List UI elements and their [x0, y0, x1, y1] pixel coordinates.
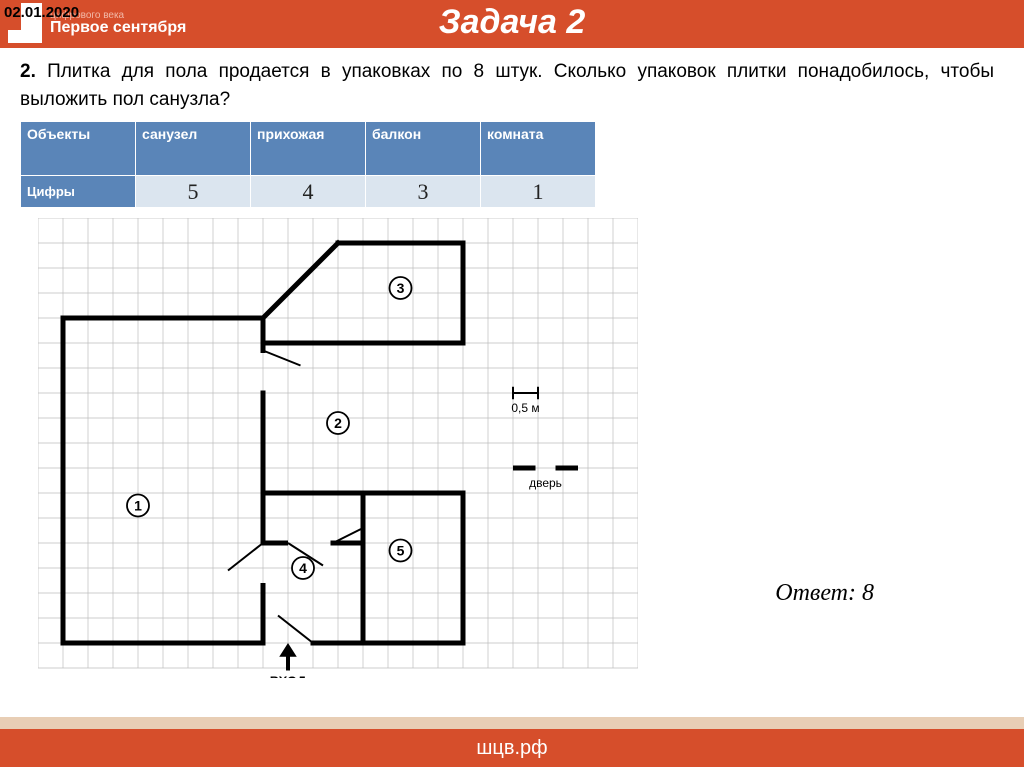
answer-label: Ответ:: [775, 580, 856, 606]
floorplan: 1 2 3 4 5 0,5 м дверь ВХОД: [38, 218, 1004, 678]
svg-text:5: 5: [397, 543, 405, 559]
date-stamp: 02.01.2020: [4, 4, 79, 21]
footer-accent: [0, 717, 1024, 729]
question-body: Плитка для пола продается в упаковках по…: [20, 61, 994, 110]
svg-text:3: 3: [397, 280, 405, 296]
table-cell: 4: [251, 176, 366, 208]
question-text: 2. Плитка для пола продается в упаковках…: [20, 58, 1004, 113]
table-header: балкон: [366, 122, 481, 176]
table-header: Объекты: [21, 122, 136, 176]
data-table: Объекты санузел прихожая балкон комната …: [20, 121, 596, 208]
header: 02.01.2020 цифрового века Первое сентябр…: [0, 0, 1024, 48]
table-value-row: Цифры 5 4 3 1: [21, 176, 596, 208]
svg-text:2: 2: [334, 415, 342, 431]
svg-text:ВХОД: ВХОД: [270, 674, 307, 679]
table-cell: 1: [481, 176, 596, 208]
table-cell: 3: [366, 176, 481, 208]
slide-title: Задача 2: [0, 3, 1024, 42]
footer: шцв.рф: [0, 729, 1024, 767]
table-row-label: Цифры: [21, 176, 136, 208]
svg-text:1: 1: [134, 498, 142, 514]
table-header: прихожая: [251, 122, 366, 176]
table-cell: 5: [136, 176, 251, 208]
table-header: санузел: [136, 122, 251, 176]
answer: Ответ: 8: [775, 580, 874, 607]
svg-text:0,5 м: 0,5 м: [511, 401, 539, 415]
answer-value: 8: [862, 580, 874, 606]
svg-text:дверь: дверь: [529, 476, 562, 490]
footer-text: шцв.рф: [476, 737, 547, 759]
table-header: комната: [481, 122, 596, 176]
svg-text:4: 4: [299, 560, 307, 576]
question-number: 2.: [20, 61, 36, 82]
table-header-row: Объекты санузел прихожая балкон комната: [21, 122, 596, 176]
